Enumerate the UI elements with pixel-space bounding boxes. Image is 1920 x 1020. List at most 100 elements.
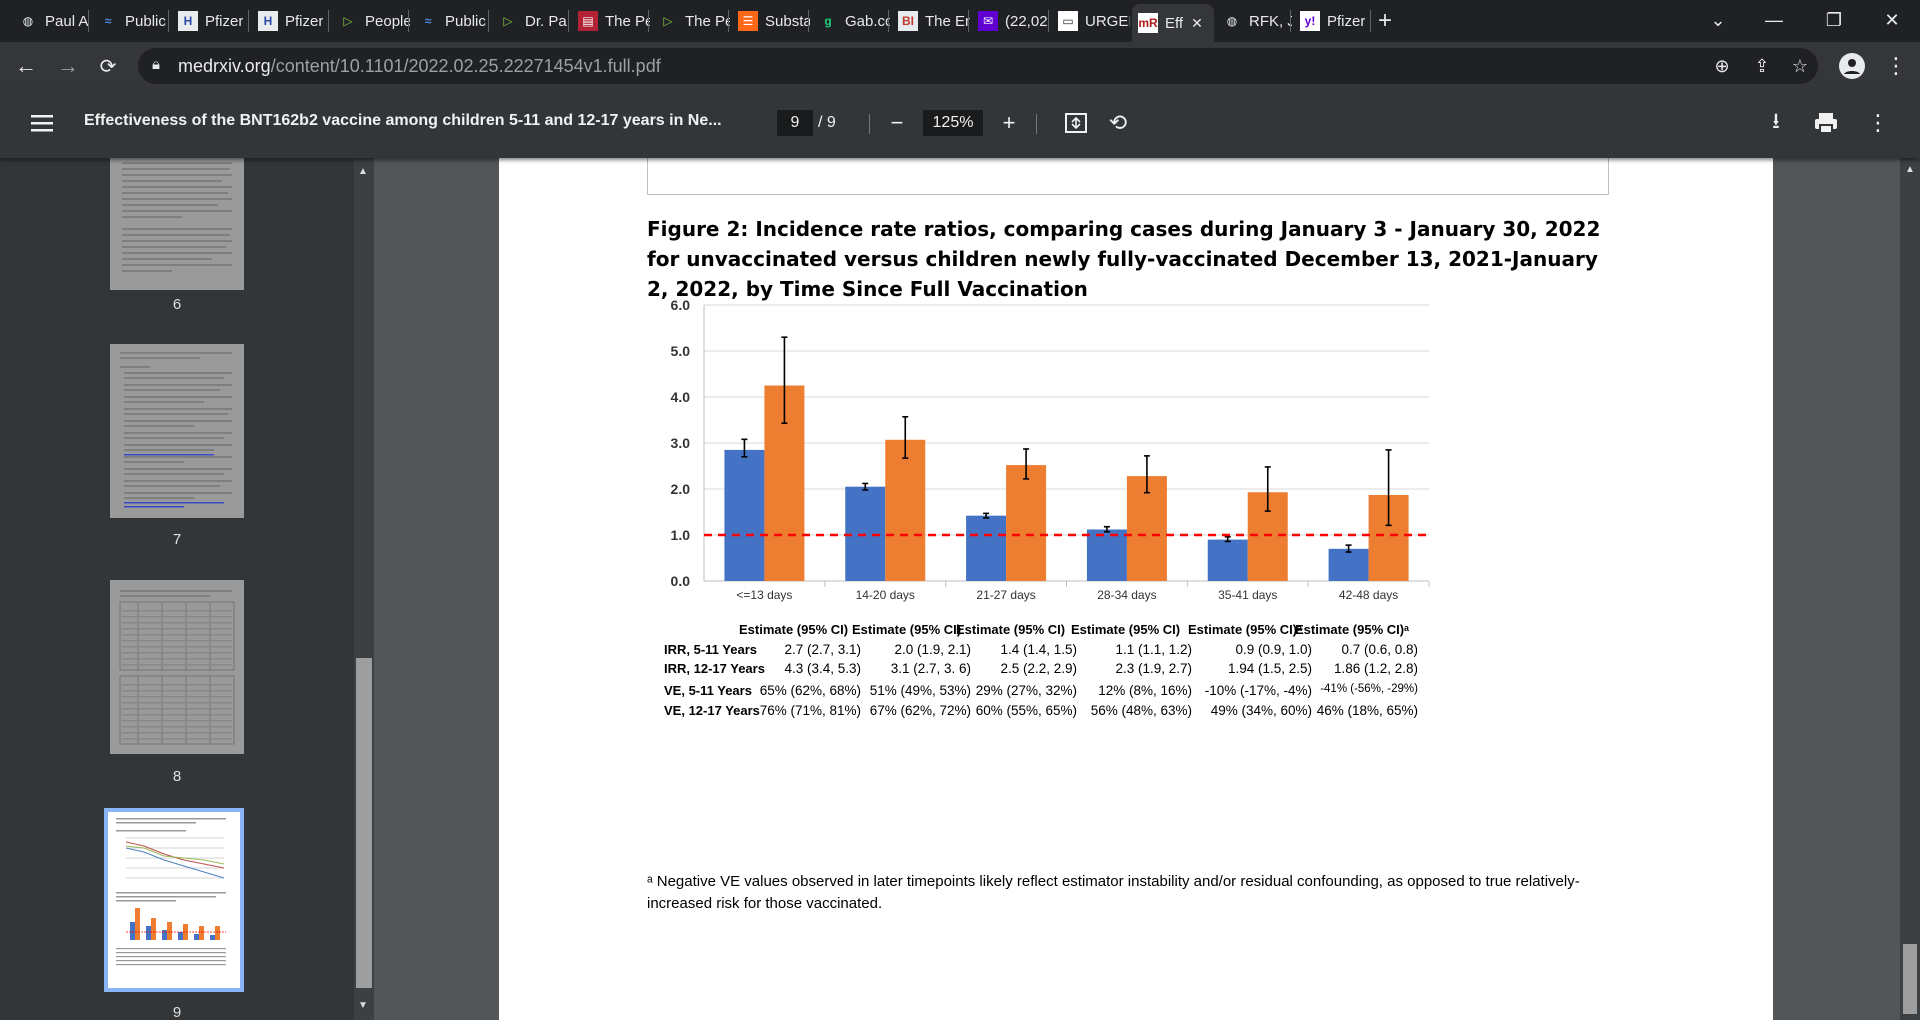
tab-title: The Pe: [605, 12, 650, 30]
tab-title: Pfizer: [1327, 12, 1366, 30]
h-icon: H: [258, 11, 278, 31]
browser-tab[interactable]: BI The Er: [892, 6, 970, 36]
table-cell: 1.1 (1.1, 1.2): [1115, 642, 1192, 657]
browser-tab[interactable]: ✉ (22,02: [972, 6, 1050, 36]
browser-tab[interactable]: ▷ People: [332, 6, 410, 36]
url-text[interactable]: medrxiv.org/content/10.1101/2022.02.25.2…: [178, 56, 661, 76]
thumbnail-page-7[interactable]: [110, 344, 244, 518]
tab-separator: [328, 10, 329, 32]
tab-title: URGEI: [1085, 12, 1130, 30]
browser-tab[interactable]: mR Eff ✕: [1132, 4, 1214, 42]
thumbnail-page-number: 7: [172, 531, 182, 548]
news-icon: ≈: [424, 14, 432, 28]
browser-tab[interactable]: ≈ Public: [412, 6, 490, 36]
main-scrollbar[interactable]: ▲: [1900, 158, 1920, 1020]
table-cell: 1.94 (1.5, 2.5): [1227, 661, 1312, 676]
bar-12-17-years: [885, 439, 926, 581]
hamburger-menu-icon[interactable]: [26, 107, 58, 139]
thumbnail-page-8[interactable]: [110, 580, 244, 754]
page-total: / 9: [818, 114, 836, 131]
table-header-3: Estimate (95% CI): [956, 622, 1066, 637]
main-scroll-thumb[interactable]: [1903, 944, 1917, 1014]
sidebar-scrollbar[interactable]: ▲ ▼: [354, 158, 374, 1020]
thumbnail-page-6[interactable]: [110, 158, 244, 290]
table-header-2: Estimate (95% CI): [852, 622, 962, 637]
scroll-up-arrow-icon[interactable]: ▲: [358, 166, 368, 177]
browser-tab[interactable]: H Pfizer: [172, 6, 250, 36]
thumbnail-text-lines: [122, 162, 232, 272]
x-tick-label: 28-34 days: [1097, 588, 1156, 602]
browser-tab[interactable]: ▷ The Pe: [652, 6, 730, 36]
zoom-icon[interactable]: ⊕: [1714, 55, 1730, 76]
table-cell: 60% (55%, 65%): [975, 703, 1077, 718]
tab-title: Pfizer: [285, 12, 324, 30]
close-tab-icon[interactable]: ✕: [1191, 14, 1203, 31]
forward-button[interactable]: →: [57, 53, 79, 78]
tab-separator: [168, 10, 169, 32]
table-cell: 3.1 (2.7, 3. 6): [890, 661, 971, 676]
browser-tab[interactable]: g Gab.co: [812, 6, 890, 36]
browser-tab[interactable]: ◍ RFK, Jr: [1216, 6, 1292, 36]
tab-title: (22,02: [1005, 12, 1048, 30]
tab-title: Paul A: [45, 12, 89, 30]
irr-bar-chart: 0.0 1.0 2.0 3.0 4.0 5.0 6.0 <=13 days 14-20 days…: [671, 297, 1430, 602]
tab-separator: [1290, 10, 1291, 32]
tab-title: Gab.co: [845, 12, 890, 30]
bar-5-11-years: [1207, 539, 1248, 581]
share-icon[interactable]: ⇪: [1754, 55, 1770, 76]
omnibox[interactable]: 🔒︎ medrxiv.org/content/10.1101/2022.02.2…: [138, 48, 1818, 84]
new-tab-button[interactable]: +: [1378, 7, 1393, 34]
browser-tab[interactable]: ☰ Substa: [732, 6, 810, 36]
yahoo-icon: y!: [1300, 11, 1320, 31]
minimize-button[interactable]: —: [1765, 9, 1783, 30]
x-tick-label: 35-41 days: [1218, 588, 1277, 602]
profile-avatar-icon[interactable]: [1834, 48, 1870, 84]
download-icon[interactable]: ⭳: [1772, 108, 1780, 133]
thumbnail-page-9-selected[interactable]: [104, 808, 244, 992]
reload-button[interactable]: ⟳: [99, 55, 117, 78]
address-bar-row: ← → ⟳ 🔒︎ medrxiv.org/content/10.1101/202…: [0, 42, 1920, 90]
more-actions-icon[interactable]: ⋮: [1867, 110, 1889, 135]
tab-title: Dr. Pa: [525, 12, 567, 30]
print-icon[interactable]: [1810, 107, 1842, 139]
thumbnail-table-lines: [119, 590, 235, 745]
browser-menu-icon[interactable]: ⋮: [1885, 53, 1907, 78]
tab-title: Pfizer: [205, 12, 244, 30]
substack-icon: ☰: [738, 11, 758, 31]
rumble-icon: ▷: [343, 14, 353, 28]
pdf-page: Figure 2: Incidence rate ratios, compari…: [499, 158, 1773, 1020]
page-number-input[interactable]: 9: [777, 110, 813, 136]
browser-tab[interactable]: ◍ Paul A: [12, 6, 90, 36]
tab-separator: [648, 10, 649, 32]
table-header-4: Estimate (95% CI): [1071, 622, 1181, 637]
zoom-in-button[interactable]: +: [1002, 110, 1016, 135]
thumbnail-page-number: 9: [172, 1004, 182, 1020]
lock-icon[interactable]: 🔒︎: [152, 56, 160, 73]
rotate-icon[interactable]: ⟲: [1108, 110, 1128, 135]
browser-tab[interactable]: ≈ Public: [92, 6, 170, 36]
sidebar-scroll-thumb[interactable]: [356, 658, 372, 988]
zoom-out-button[interactable]: −: [890, 110, 904, 135]
scroll-up-arrow-icon[interactable]: ▲: [1905, 164, 1915, 175]
back-button[interactable]: ←: [15, 53, 37, 78]
bookmark-star-icon[interactable]: ☆: [1791, 55, 1809, 76]
tab-title: The Pe: [685, 12, 730, 30]
tab-separator: [968, 10, 969, 32]
restore-button[interactable]: ❐: [1825, 9, 1843, 30]
table-cell: -41% (-56%, -29%): [1320, 683, 1418, 695]
close-window-button[interactable]: ✕: [1884, 9, 1900, 30]
zoom-input[interactable]: 125%: [923, 110, 983, 136]
browser-tab[interactable]: ▭ URGEI: [1052, 6, 1130, 36]
mail-icon: ✉: [978, 11, 998, 31]
browser-tab[interactable]: ▤ The Pe: [572, 6, 650, 36]
table-cell: 29% (27%, 32%): [975, 683, 1077, 698]
tab-search-icon[interactable]: ⌄: [1710, 9, 1726, 30]
browser-tab[interactable]: H Pfizer: [252, 6, 330, 36]
browser-tab[interactable]: ▷ Dr. Pa: [492, 6, 570, 36]
y-tick-label: 1.0: [671, 527, 691, 543]
tab-separator: [488, 10, 489, 32]
fit-page-icon[interactable]: [1060, 107, 1092, 139]
browser-tab[interactable]: y! Pfizer: [1294, 6, 1372, 36]
bi-icon: BI: [898, 11, 918, 31]
scroll-down-arrow-icon[interactable]: ▼: [358, 1000, 368, 1011]
